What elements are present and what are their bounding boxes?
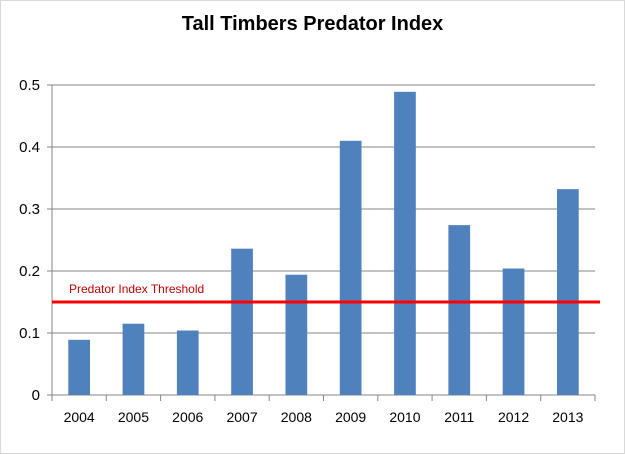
bar-2011	[448, 225, 471, 395]
bar-2005	[122, 323, 145, 395]
bar-2012	[502, 268, 525, 395]
chart-title: Tall Timbers Predator Index	[181, 13, 444, 35]
bar-2009	[339, 140, 362, 395]
y-tick-label: 0.4	[19, 139, 40, 156]
x-tick-label: 2007	[226, 409, 257, 425]
bar-2008	[285, 274, 308, 395]
bar-2013	[556, 189, 579, 395]
x-tick-label: 2010	[389, 409, 420, 425]
x-tick-label: 2012	[498, 409, 529, 425]
x-tick-label: 2004	[64, 409, 95, 425]
bar-2004	[68, 339, 91, 395]
threshold-label: Predator Index Threshold	[69, 282, 204, 296]
y-tick-label: 0.2	[19, 263, 40, 280]
x-tick-label: 2006	[172, 409, 203, 425]
x-tick-label: 2008	[281, 409, 312, 425]
bar-2006	[176, 330, 199, 395]
x-tick-label: 2011	[444, 409, 474, 425]
y-tick-label: 0.3	[19, 201, 40, 218]
bar-2010	[394, 91, 416, 395]
x-tick-label: 2013	[552, 409, 583, 425]
x-tick-label: 2005	[118, 409, 149, 425]
y-tick-label: 0.1	[19, 325, 40, 342]
bar-2007	[231, 248, 253, 395]
x-tick-label: 2009	[335, 409, 366, 425]
y-tick-label: 0.5	[19, 77, 40, 94]
y-tick-label: 0	[32, 387, 40, 404]
